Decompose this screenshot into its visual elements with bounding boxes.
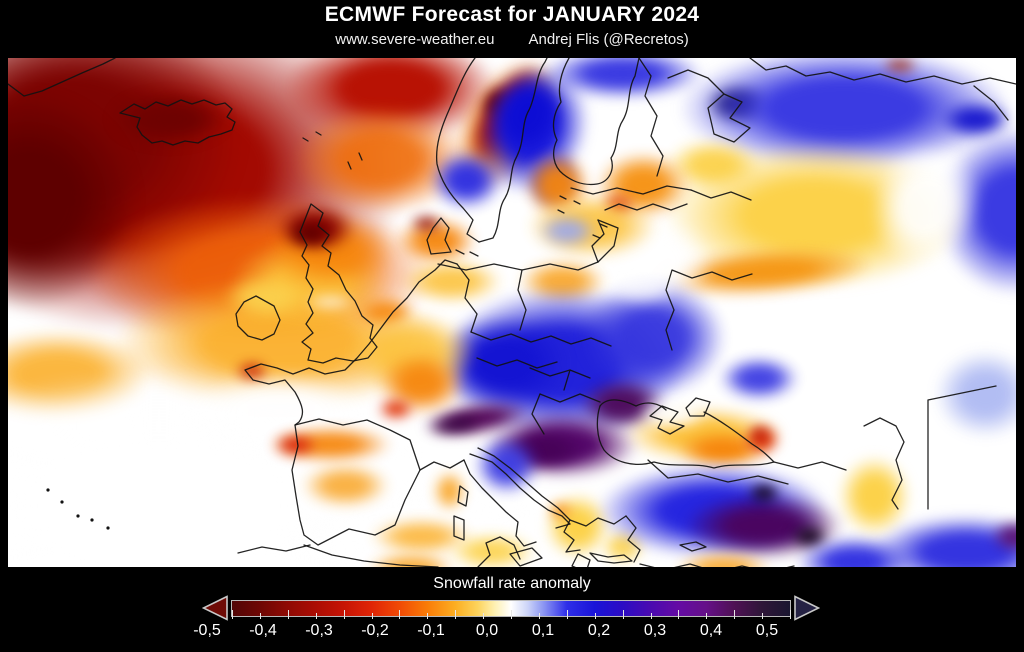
colorbar-tick [315,612,317,619]
region-caucasus-red-core [746,424,774,445]
colorbar-tick [343,609,345,619]
colorbar-tick [511,609,512,619]
region-turkey-south-orange [658,546,790,567]
region-spain-mid-orange [285,455,407,517]
region-sardinia-orange [426,462,473,519]
region-denmark-darkred [403,211,449,235]
colorbar-tick [762,612,764,619]
anomaly-map [8,58,1016,567]
colorbar-tick [259,612,261,619]
colorbar-tick [538,612,540,619]
colorbar-tick [371,612,373,619]
colorbar-tick-label: -0,3 [305,622,333,639]
credit-site: www.severe-weather.eu [335,31,495,48]
colorbar-tick-label: -0,5 [193,622,221,639]
colorbar-tick [483,612,485,619]
colorbar-tick [399,609,401,619]
colorbar-gradient [232,600,790,616]
region-south-norway-blue [416,139,518,221]
colorbar-tick [678,609,680,619]
colorbar-tick-label: 0,2 [587,622,611,639]
colorbar [202,595,822,621]
colorbar-tick [734,609,736,619]
colorbar-tick [650,612,652,619]
colorbar-title: Snowfall rate anomaly [433,575,591,592]
colorbar-tick-label: 0,3 [643,622,667,639]
coastlines-overlay [8,58,1016,567]
colorbar-tick-label: 0,0 [475,622,499,639]
region-south-italy-yellow [431,526,553,567]
colorbar-left-arrow-icon [202,595,228,621]
colorbar-tick-label: -0,4 [249,622,277,639]
region-baltic-lightblue [527,208,608,254]
colorbar-tick-labels: -0,5 -0,4 -0,3 -0,2 -0,1 0,0 0,1 0,2 0,3 0,4 0,5 [193,622,778,642]
region-turkey-black-spot-1 [741,479,787,508]
colorbar-tick [706,612,708,619]
credit-author: Andrej Flis (@Recretos) [528,31,689,48]
region-bottomright-purple [980,513,1016,560]
colorbar-tick [622,609,624,619]
region-white-ukraine-gap [592,261,694,313]
colorbar-tick [566,609,568,619]
region-right-lightblue [915,332,1016,456]
region-scotland-core [280,215,341,252]
colorbar-tick [455,609,457,619]
credit-line: www.severe-weather.eu Andrej Flis (@Recr… [0,31,1024,48]
page-title: ECMWF Forecast for JANUARY 2024 [324,3,700,26]
region-northeast-darkred-dot [874,58,926,76]
region-white-crimea [622,391,724,438]
colorbar-tick [790,609,791,619]
colorbar-right-arrow-icon [794,595,820,621]
colorbar-tick [287,609,289,619]
region-iceland-dark [88,83,250,155]
colorbar-scale [231,599,791,619]
colorbar-tick-label: -0,1 [417,622,445,639]
colorbar-tick [427,612,429,619]
colorbar-tick-label: 0,5 [755,622,779,639]
colorbar-tick [594,612,596,619]
colorbar-tick-label: 0,1 [531,622,555,639]
colorbar-tick-label: -0,2 [361,622,389,639]
colorbar-tick [232,609,233,619]
colorbar-tick-label: 0,4 [699,622,723,639]
